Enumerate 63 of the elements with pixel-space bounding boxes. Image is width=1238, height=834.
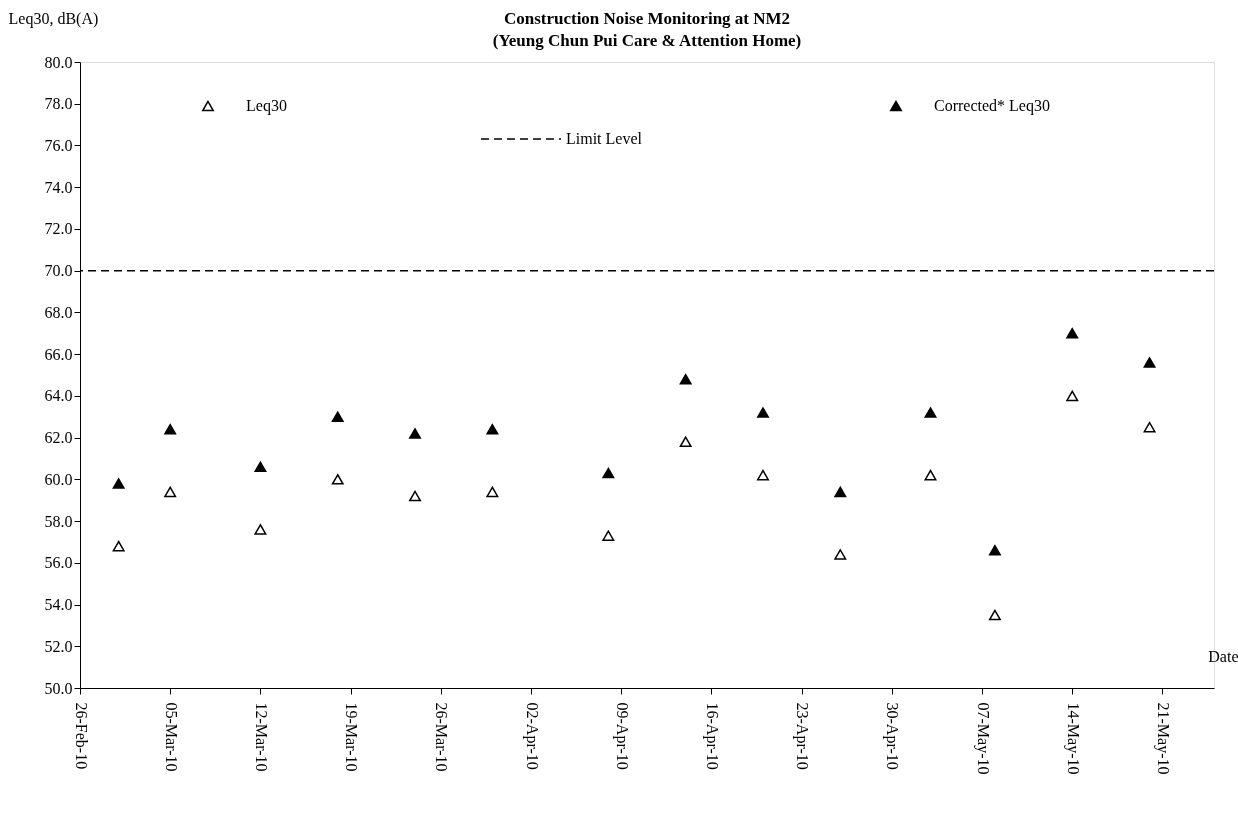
y-tick-label: 60.0 bbox=[44, 470, 73, 488]
x-tick-label: 05-Mar-10 bbox=[162, 702, 180, 772]
point bbox=[331, 474, 344, 485]
x-tick-label: 07-May-10 bbox=[973, 702, 992, 775]
point bbox=[602, 467, 615, 479]
point bbox=[834, 486, 847, 498]
point bbox=[164, 486, 177, 498]
x-tick-label: 09-Apr-10 bbox=[612, 702, 631, 770]
x-tick-label: 19-Mar-10 bbox=[343, 702, 361, 772]
x-tick-label: 23-Apr-10 bbox=[793, 702, 812, 770]
y-tick-label: 50.0 bbox=[44, 679, 73, 697]
point bbox=[254, 461, 267, 473]
y-tick-label: 58.0 bbox=[44, 512, 73, 530]
y-tick-label: 64.0 bbox=[44, 387, 73, 405]
y-tick-label: 52.0 bbox=[44, 637, 73, 655]
point bbox=[331, 411, 344, 423]
point bbox=[679, 436, 692, 448]
y-tick-label: 62.0 bbox=[44, 429, 73, 447]
x-tick-label: 12-Mar-10 bbox=[252, 702, 270, 772]
point bbox=[1066, 327, 1079, 339]
point bbox=[486, 423, 499, 435]
y-tick-label: 80.0 bbox=[44, 53, 73, 71]
point bbox=[988, 609, 1001, 621]
point bbox=[756, 469, 769, 481]
point bbox=[924, 407, 937, 418]
legend-label: Leq30 bbox=[246, 97, 287, 115]
x-tick-label: 02-Apr-10 bbox=[522, 702, 541, 770]
y-tick-label: 56.0 bbox=[44, 554, 73, 572]
y-tick-label: 72.0 bbox=[44, 220, 73, 238]
point bbox=[924, 469, 937, 481]
x-tick-label: 16-Apr-10 bbox=[702, 702, 721, 770]
point bbox=[1066, 390, 1079, 402]
point bbox=[409, 490, 422, 502]
point bbox=[112, 478, 125, 489]
y-tick-label: 70.0 bbox=[44, 262, 73, 280]
x-tick-label: 21-May-10 bbox=[1153, 702, 1172, 775]
x-axis-title: Date bbox=[1208, 647, 1238, 665]
point bbox=[988, 544, 1001, 556]
point bbox=[254, 524, 267, 535]
point bbox=[164, 423, 177, 435]
point bbox=[1143, 357, 1156, 368]
y-tick-label: 74.0 bbox=[44, 178, 73, 196]
x-tick-label: 26-Feb-10 bbox=[72, 702, 90, 770]
y-tick-label: 76.0 bbox=[44, 136, 73, 154]
point bbox=[112, 540, 125, 552]
y-tick-label: 78.0 bbox=[44, 95, 73, 113]
point bbox=[409, 428, 422, 439]
x-tick-label: 14-May-10 bbox=[1063, 702, 1082, 775]
point bbox=[486, 486, 499, 498]
point bbox=[602, 530, 615, 541]
y-tick-label: 66.0 bbox=[44, 345, 73, 363]
y-tick-label: 54.0 bbox=[44, 596, 73, 614]
x-tick-label: 30-Apr-10 bbox=[883, 702, 902, 770]
y-tick-label: 68.0 bbox=[44, 303, 73, 321]
point bbox=[679, 373, 692, 385]
point bbox=[756, 407, 769, 418]
point bbox=[834, 549, 847, 560]
legend-label: Corrected* Leq30 bbox=[934, 97, 1050, 115]
legend-label: Limit Level bbox=[566, 130, 643, 147]
point bbox=[1143, 421, 1156, 433]
chart-title: Construction Noise Monitoring at NM2 (Yeung Chun Pui Care & Attention Home) bbox=[492, 9, 802, 50]
y-axis-title: Leq30, dB(A) bbox=[8, 9, 99, 28]
x-tick-label: 26-Mar-10 bbox=[433, 702, 451, 772]
